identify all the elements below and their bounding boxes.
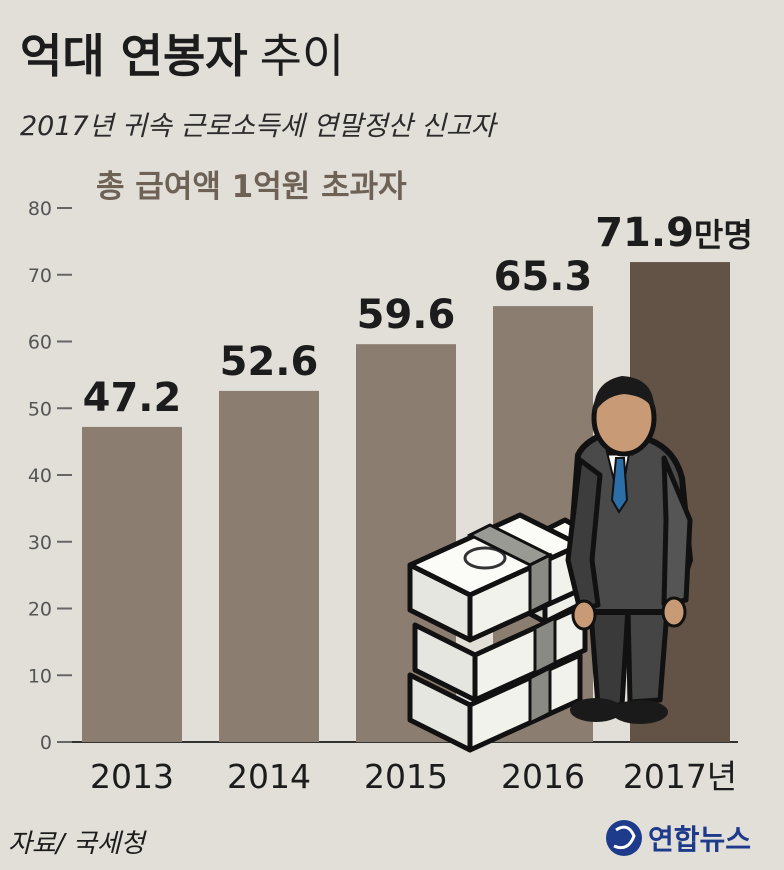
x-tick-label: 2014 bbox=[227, 757, 311, 796]
source-note: 자료/ 국세청 bbox=[8, 829, 148, 859]
value-label: 65.3 bbox=[494, 254, 593, 300]
series-label: 총 급여액 1억원 초과자 bbox=[96, 169, 407, 205]
y-tick-label: 50 bbox=[28, 398, 52, 420]
bar-2014 bbox=[219, 390, 319, 742]
businessman-illustration bbox=[565, 376, 693, 724]
y-tick-label: 70 bbox=[28, 265, 52, 287]
yonhap-logo-icon bbox=[606, 820, 642, 856]
chart-subtitle: 2017년 귀속 근로소득세 연말정산 신고자 bbox=[20, 111, 499, 142]
x-tick-label: 2016 bbox=[501, 757, 585, 796]
y-tick-label: 0 bbox=[40, 732, 52, 754]
value-label: 71.9만명 bbox=[595, 210, 753, 256]
chart-title-rest: 추이 bbox=[260, 29, 345, 83]
x-tick-label: 2013 bbox=[90, 757, 174, 796]
chart-title-bold: 억대 연봉자 bbox=[20, 29, 248, 83]
y-tick-label: 60 bbox=[28, 332, 52, 354]
y-tick-label: 30 bbox=[28, 532, 52, 554]
y-axis: 0 10 20 30 40 50 60 70 80 bbox=[28, 198, 738, 754]
yonhap-logo-text: 연합뉴스 bbox=[648, 823, 751, 856]
x-axis-labels: 2013 2014 2015 2016 2017년 bbox=[90, 757, 737, 796]
value-label: 59.6 bbox=[357, 292, 456, 338]
value-label: 47.2 bbox=[83, 375, 182, 421]
value-labels: 47.2 52.6 59.6 65.371.9만명 bbox=[83, 210, 753, 421]
value-label: 52.6 bbox=[220, 339, 319, 385]
x-tick-label: 2017년 bbox=[623, 757, 737, 796]
x-tick-label: 2015 bbox=[364, 757, 448, 796]
yonhap-logo: 연합뉴스 bbox=[606, 820, 751, 856]
y-tick-label: 40 bbox=[28, 465, 52, 487]
y-tick-label: 10 bbox=[28, 665, 52, 687]
y-tick-label: 20 bbox=[28, 599, 52, 621]
chart-title: 억대 연봉자 추이 bbox=[20, 29, 344, 83]
y-tick-label: 80 bbox=[28, 198, 52, 220]
bar-2013 bbox=[82, 426, 182, 742]
